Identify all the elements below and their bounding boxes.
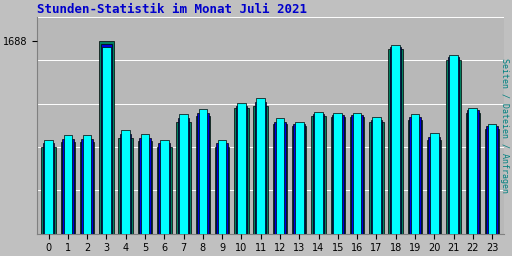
Bar xyxy=(311,116,326,233)
Bar xyxy=(102,47,111,233)
Bar xyxy=(275,118,284,233)
Bar xyxy=(101,44,112,233)
Bar xyxy=(121,130,130,233)
Bar xyxy=(217,143,228,233)
Bar xyxy=(141,134,150,233)
Bar xyxy=(44,140,53,233)
Bar xyxy=(411,114,419,233)
Bar xyxy=(427,140,441,233)
Bar xyxy=(62,139,74,233)
Bar xyxy=(465,113,480,233)
Bar xyxy=(372,117,381,233)
Bar xyxy=(81,139,93,233)
Bar xyxy=(331,117,345,233)
Bar xyxy=(159,143,170,233)
Bar xyxy=(389,49,403,233)
Bar xyxy=(332,115,344,233)
Bar xyxy=(253,106,268,233)
Text: Stunden-Statistik im Monat Juli 2021: Stunden-Statistik im Monat Juli 2021 xyxy=(37,3,307,16)
Y-axis label: Seiten / Dateien / Anfragen: Seiten / Dateien / Anfragen xyxy=(500,58,509,193)
Bar xyxy=(176,122,191,233)
Bar xyxy=(99,41,114,233)
Bar xyxy=(314,112,323,233)
Bar xyxy=(197,113,208,233)
Bar xyxy=(485,129,499,233)
Bar xyxy=(467,110,479,233)
Bar xyxy=(41,147,56,233)
Bar xyxy=(160,140,168,233)
Bar xyxy=(215,147,229,233)
Bar xyxy=(257,98,265,233)
Bar xyxy=(157,147,172,233)
Bar xyxy=(293,124,305,233)
Bar xyxy=(179,114,188,233)
Bar xyxy=(447,57,459,233)
Bar xyxy=(83,135,92,233)
Bar xyxy=(218,140,226,233)
Bar xyxy=(408,120,422,233)
Bar xyxy=(369,122,383,233)
Bar xyxy=(196,116,210,233)
Bar xyxy=(486,126,498,233)
Bar xyxy=(468,108,477,233)
Bar xyxy=(333,113,342,233)
Bar xyxy=(199,109,207,233)
Bar xyxy=(446,60,461,233)
Bar xyxy=(120,134,132,233)
Bar xyxy=(488,124,497,233)
Bar xyxy=(237,103,246,233)
Bar xyxy=(63,135,72,233)
Bar xyxy=(118,138,133,233)
Bar xyxy=(371,120,382,233)
Bar xyxy=(139,138,151,233)
Bar xyxy=(292,126,307,233)
Bar xyxy=(178,118,189,233)
Bar xyxy=(43,143,54,233)
Bar xyxy=(295,122,304,233)
Bar xyxy=(273,124,287,233)
Bar xyxy=(429,137,440,233)
Bar xyxy=(60,142,75,233)
Bar xyxy=(234,108,249,233)
Bar xyxy=(274,122,286,233)
Bar xyxy=(430,133,439,233)
Bar xyxy=(350,117,365,233)
Bar xyxy=(351,115,363,233)
Bar xyxy=(80,142,94,233)
Bar xyxy=(353,113,361,233)
Bar xyxy=(236,106,247,233)
Bar xyxy=(409,117,421,233)
Bar xyxy=(391,45,400,233)
Bar xyxy=(390,47,401,233)
Bar xyxy=(449,55,458,233)
Bar xyxy=(138,141,152,233)
Bar xyxy=(313,114,324,233)
Bar xyxy=(255,102,266,233)
